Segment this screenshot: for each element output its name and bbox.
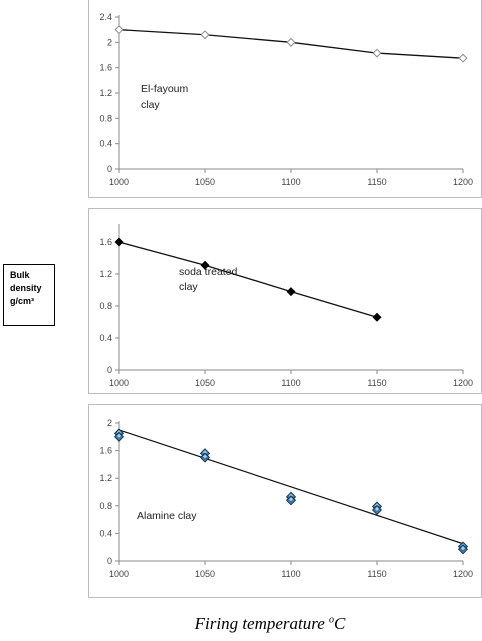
- data-point-highlight: [374, 506, 380, 511]
- y-axis-title-line3: g/cm³: [10, 296, 35, 306]
- x-tick-label: 1050: [195, 378, 215, 388]
- x-tick-label: 1100: [281, 378, 300, 388]
- data-point-highlight: [116, 433, 122, 438]
- chart-panel-el-fayoum: 0 0.4 0.8 1.2 1.6 2 2.4 1000 1050 1100 1150 1200 El-…: [88, 0, 482, 198]
- data-point-highlight: [460, 546, 466, 551]
- x-tick-label: 1150: [367, 177, 386, 187]
- chart-annotation: Alamine clay: [137, 510, 197, 522]
- y-tick-label: 0.8: [99, 501, 112, 511]
- x-axis-title-superscript: o: [329, 614, 335, 626]
- data-point: [286, 287, 296, 297]
- chart-el-fayoum: 0 0.4 0.8 1.2 1.6 2 2.4 1000 1050 1100 1150 1200 El-…: [99, 12, 473, 187]
- y-tick-label: 1.2: [99, 473, 112, 483]
- x-tick-label: 1100: [281, 177, 300, 187]
- chart-panel-alamine: 0 0.4 0.8 1.2 1.6 2 1000 1050 1100 1150 1200 Alamin…: [88, 404, 482, 598]
- y-tick-label: 1.6: [99, 237, 112, 247]
- y-axis-title-line1: Bulk: [10, 270, 30, 280]
- x-tick-label: 1200: [453, 378, 473, 388]
- y-axis-title-line2: density: [10, 283, 42, 293]
- y-tick-label: 2: [107, 418, 112, 428]
- x-axis-title: Firing temperature oC: [150, 614, 390, 634]
- y-tick-label: 0.4: [99, 528, 112, 538]
- chart-annotation: soda treated: [179, 266, 238, 278]
- data-point: [372, 312, 382, 322]
- data-point: [372, 48, 382, 58]
- data-point: [200, 30, 210, 40]
- data-point: [458, 53, 468, 63]
- data-point: [114, 237, 124, 247]
- x-axis-title-unit: C: [334, 614, 346, 633]
- data-point: [286, 37, 296, 47]
- trendline: [118, 429, 464, 545]
- y-tick-label: 1.2: [99, 269, 112, 279]
- x-tick-label: 1000: [109, 177, 129, 187]
- x-tick-label: 1050: [195, 569, 215, 579]
- y-tick-label: 0: [107, 365, 112, 375]
- chart-panel-soda-treated: 0 0.4 0.8 1.2 1.6 1000 1050 1100 1150 1200 soda tr…: [88, 208, 482, 394]
- chart-soda-treated: 0 0.4 0.8 1.2 1.6 1000 1050 1100 1150 1200 soda tr…: [99, 224, 473, 388]
- data-point-highlight: [202, 450, 208, 455]
- x-tick-label: 1050: [195, 177, 215, 187]
- y-tick-label: 1.2: [99, 88, 112, 98]
- y-tick-label: 1.6: [99, 446, 112, 456]
- y-tick-label: 0.4: [99, 333, 112, 343]
- y-tick-label: 0: [107, 164, 112, 174]
- y-tick-label: 2.4: [99, 12, 112, 22]
- chart-annotation: clay: [179, 281, 198, 293]
- y-tick-label: 1.6: [99, 63, 112, 73]
- series-line: [118, 241, 378, 318]
- y-tick-label: 2: [107, 37, 112, 47]
- x-tick-label: 1200: [453, 177, 473, 187]
- y-tick-label: 0.4: [99, 139, 112, 149]
- data-point-highlight: [288, 497, 294, 502]
- chart-annotation: El-fayoum: [141, 83, 189, 95]
- data-point: [200, 260, 210, 270]
- y-axis-title-box: Bulk density g/cm³: [3, 264, 55, 326]
- x-tick-label: 1000: [109, 378, 129, 388]
- data-point: [114, 25, 124, 35]
- chart-annotation: clay: [141, 99, 160, 111]
- y-tick-label: 0.8: [99, 113, 112, 123]
- y-tick-label: 0: [107, 556, 112, 566]
- y-tick-label: 0.8: [99, 301, 112, 311]
- x-tick-label: 1000: [109, 569, 129, 579]
- x-axis-title-text: Firing temperature: [194, 614, 330, 633]
- chart-alamine: 0 0.4 0.8 1.2 1.6 2 1000 1050 1100 1150 1200 Alamin…: [99, 418, 473, 579]
- x-tick-label: 1150: [367, 569, 386, 579]
- x-tick-label: 1100: [281, 569, 300, 579]
- x-tick-label: 1150: [367, 378, 386, 388]
- x-tick-label: 1200: [453, 569, 473, 579]
